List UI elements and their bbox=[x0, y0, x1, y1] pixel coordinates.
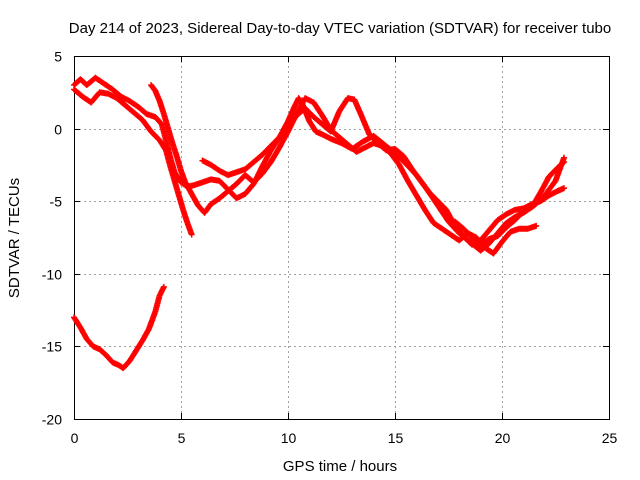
chart-title: Day 214 of 2023, Sidereal Day-to-day VTE… bbox=[69, 20, 611, 37]
y-tick-label: 0 bbox=[54, 122, 62, 138]
x-tick-label: 0 bbox=[71, 430, 79, 446]
tick-labels: 0 5 10 15 20 25 -20 -15 -10 -5 0 5 bbox=[42, 49, 618, 447]
series-track-e bbox=[451, 158, 568, 248]
y-tick-label: -20 bbox=[42, 412, 62, 428]
y-axis-label: SDTVAR / TECUs bbox=[6, 178, 23, 298]
x-tick-label: 20 bbox=[495, 430, 511, 446]
series-track-c bbox=[148, 82, 540, 257]
x-tick-label: 5 bbox=[178, 430, 186, 446]
y-tick-label: 5 bbox=[54, 49, 62, 65]
data-point bbox=[561, 185, 568, 192]
data-point bbox=[533, 222, 540, 229]
data-point bbox=[188, 231, 195, 238]
data-point bbox=[160, 283, 167, 290]
data-point bbox=[560, 159, 567, 166]
data-marks bbox=[71, 74, 568, 372]
series-track-d bbox=[199, 95, 568, 248]
x-tick-label: 15 bbox=[388, 430, 404, 446]
x-tick-label: 10 bbox=[281, 430, 297, 446]
series-track-f bbox=[71, 283, 167, 372]
series-track-b bbox=[71, 86, 195, 238]
x-axis-label: GPS time / hours bbox=[283, 458, 397, 475]
axis-ticks bbox=[74, 56, 610, 420]
y-tick-label: -10 bbox=[42, 267, 62, 283]
data-point bbox=[561, 158, 568, 165]
y-tick-label: -5 bbox=[50, 194, 63, 210]
x-tick-label: 25 bbox=[602, 430, 618, 446]
y-tick-label: -15 bbox=[42, 339, 62, 355]
plot-frame bbox=[74, 56, 610, 420]
